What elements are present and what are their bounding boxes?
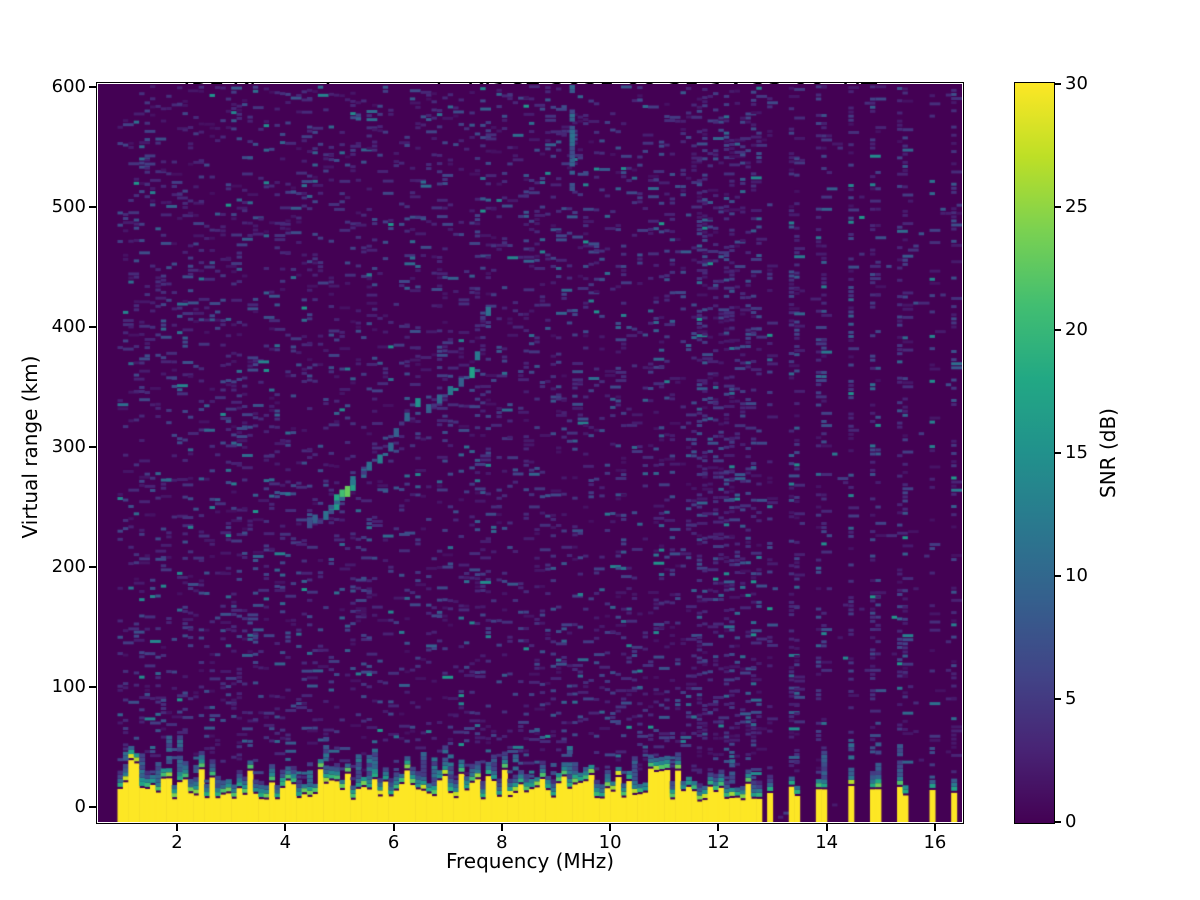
x-tick-label: 16: [923, 832, 947, 853]
colorbar: [1014, 82, 1055, 824]
y-tick-mark: [89, 446, 96, 448]
colorbar-tick-label: 20: [1065, 319, 1088, 340]
y-tick-label: 0: [74, 796, 86, 817]
y-tick-mark: [89, 686, 96, 688]
x-tick-label: 14: [815, 832, 839, 853]
x-tick-label: 6: [387, 832, 400, 853]
y-tick-mark: [89, 566, 96, 568]
colorbar-tick-label: 10: [1065, 565, 1088, 586]
x-tick-label: 4: [279, 832, 292, 853]
y-tick-label: 500: [51, 196, 86, 217]
colorbar-tick-label: 0: [1065, 811, 1077, 832]
colorbar-tick-mark: [1054, 821, 1061, 823]
y-tick-label: 300: [51, 436, 86, 457]
y-tick-mark: [89, 326, 96, 328]
colorbar-tick-mark: [1054, 698, 1061, 700]
x-tick-mark: [825, 824, 828, 831]
x-tick-label: 8: [496, 832, 508, 853]
x-tick-mark: [284, 824, 287, 831]
colorbar-tick-mark: [1054, 452, 1061, 454]
x-axis-label: Frequency (MHz): [445, 849, 615, 873]
x-tick-mark: [392, 824, 395, 831]
y-tick-label: 200: [51, 556, 86, 577]
y-tick-mark: [89, 806, 96, 808]
colorbar-tick-label: 30: [1065, 73, 1088, 94]
colorbar-tick-mark: [1054, 206, 1061, 208]
colorbar-label: SNR (dB): [1096, 408, 1120, 498]
y-axis-label: Virtual range (km): [18, 355, 42, 539]
x-tick-mark: [933, 824, 936, 831]
colorbar-tick-label: 5: [1065, 688, 1077, 709]
colorbar-gradient: [1015, 83, 1054, 823]
colorbar-tick-mark: [1054, 575, 1061, 577]
x-tick-mark: [717, 824, 720, 831]
x-tick-label: 2: [171, 832, 183, 853]
x-tick-mark: [500, 824, 503, 831]
x-tick-mark: [609, 824, 612, 831]
y-tick-label: 100: [51, 676, 86, 697]
ionogram-heatmap: [98, 84, 962, 822]
colorbar-tick-label: 25: [1065, 196, 1088, 217]
y-tick-label: 600: [51, 76, 86, 97]
colorbar-tick-mark: [1054, 329, 1061, 331]
x-tick-mark: [176, 824, 179, 831]
colorbar-tick-label: 15: [1065, 442, 1088, 463]
x-tick-label: 12: [706, 832, 730, 853]
colorbar-tick-mark: [1054, 83, 1061, 85]
y-tick-label: 400: [51, 316, 86, 337]
y-tick-mark: [89, 86, 96, 88]
x-tick-label: 10: [598, 832, 622, 853]
y-tick-mark: [89, 206, 96, 208]
